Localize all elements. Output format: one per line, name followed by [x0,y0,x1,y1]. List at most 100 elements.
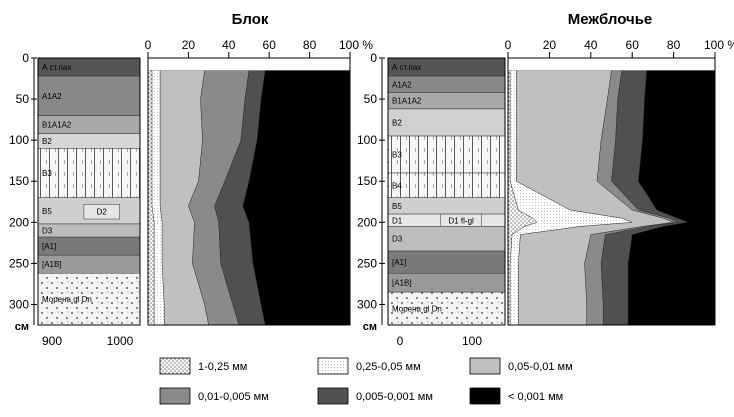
percent-tick-label: 60 [626,38,640,52]
depth-axis: 0 50 100 150 200 250 300 см [9,51,37,333]
depth-tick-label: 100 [357,133,377,147]
percent-tick-label: 20 [182,38,196,52]
grain-top-blank [148,58,350,71]
legend-label: < 0,001 мм [508,391,563,403]
horizon-label: А ст.пах [42,63,71,72]
depth-tick-label: 150 [357,174,377,188]
legend-swatch [469,387,501,405]
horizon-label: B5 [392,202,402,211]
depth-tick-label: 100 [9,133,29,147]
horizon-label: [A1B] [392,279,412,288]
percent-tick-label: 100 % [339,38,373,52]
horizon-layer [83,203,120,220]
panel-1: Блок 0 20 40 60 80 100 % А ст.пах А1А2 B1А1А2 B2 B3… [9,11,373,348]
legend-item: 1-0,25 мм [159,357,247,375]
horizon-label: D3 [392,235,403,244]
profile-x-tick-label: 0 [397,334,404,348]
legend-item: 0,05-0,01 мм [469,357,573,375]
legend-swatch [159,357,191,375]
horizon-label: B1А1А2 [42,121,72,130]
horizon-label: B2 [392,118,402,127]
legend-swatch [317,357,349,375]
horizon-layer [387,197,506,215]
horizon-label: D3 [42,227,53,236]
percent-tick-label: 80 [667,38,681,52]
soil-profile: А ст.пах А1А2 B1А1А2 B2 B3 B5 D2 D3 [A1] [A1B] Мор… [37,57,141,326]
horizon-label: D1 [392,216,403,225]
profile-x-tick-label: 900 [42,334,62,348]
depth-unit-label: см [15,321,29,333]
percent-tick-label: 0 [145,38,152,52]
depth-tick-label: 300 [357,297,377,311]
horizon-layer [37,75,141,116]
profile-frame [387,57,506,326]
legend-swatch [469,357,501,375]
profile-frame [37,57,141,326]
depth-tick-label: 200 [9,215,29,229]
grain-size-bands [147,70,351,326]
depth-tick-label: 50 [16,92,30,106]
horizon-layer [387,135,506,174]
percent-tick-label: 0 [505,38,512,52]
horizon-layer [37,272,141,326]
percent-tick-label: 20 [543,38,557,52]
depth-tick-label: 50 [364,92,378,106]
grain-frame [507,57,716,326]
panel-2: Межблочье 0 20 40 60 80 100 % А ст.пах А1А2 B1А1А… [357,11,734,348]
horizon-label: [A1] [42,242,56,251]
legend-item: < 0,001 мм [469,387,563,405]
depth-tick-label: 300 [9,297,29,311]
depth-unit-label: см [363,321,377,333]
soil-profile: А ст.пах А1А2 B1А1А2 B2 B3 B4 B5 D1 D1 fl-gl D3 [A… [387,57,506,326]
horizon-layer [37,133,141,149]
horizon-label: D1 fl-gl [448,216,474,225]
depth-tick-label: 150 [9,174,29,188]
depth-tick-label: 0 [370,51,377,65]
horizon-label: [A1B] [42,260,62,269]
legend-item: 0,01-0,005 мм [159,387,269,405]
horizon-label: [A1] [392,258,406,267]
horizon-label: D2 [97,208,108,217]
profile-x-tick-label: 1000 [107,334,134,348]
percent-tick-label: 40 [222,38,236,52]
panel-title: Межблочье [568,11,653,28]
horizon-label: B2 [42,137,52,146]
horizon-label: А1А2 [392,80,412,89]
legend-item: 0,25-0,05 мм [317,357,421,375]
depth-tick-label: 250 [9,256,29,270]
horizon-label: B3 [42,169,52,178]
percent-tick-label: 100 % [704,38,734,52]
legend-label: 1-0,25 мм [198,361,247,373]
horizon-label: Морена gl Dn [42,295,92,304]
horizon-label: Морена gl Dn [392,305,442,314]
horizon-layer [37,223,141,238]
depth-tick-label: 250 [357,256,377,270]
horizon-layer [387,172,506,198]
depth-tick-label: 200 [357,215,377,229]
horizon-label: А ст.пах [392,63,421,72]
legend-label: 0,005-0,001 мм [356,391,433,403]
legend-label: 0,01-0,005 мм [198,391,269,403]
legend-swatch [317,387,349,405]
grain-size-bands [507,70,716,326]
horizon-label: B1А1А2 [392,97,422,106]
horizon-label: B5 [42,207,52,216]
profile-x-tick-label: 100 [462,334,482,348]
legend-swatch [159,387,191,405]
depth-axis: 0 50 100 150 200 250 300 см [357,51,385,333]
legend-item: 0,005-0,001 мм [317,387,433,405]
percent-tick-label: 60 [263,38,277,52]
legend-label: 0,05-0,01 мм [508,361,573,373]
horizon-layer [387,108,506,137]
horizon-layer [37,148,141,198]
depth-tick-label: 0 [22,51,29,65]
horizon-label: B4 [392,181,402,190]
panel-title: Блок [232,11,269,28]
horizon-label: B3 [392,151,402,160]
horizon-layer [387,226,506,252]
horizon-label: А1А2 [42,92,62,101]
grain-top-blank [508,58,715,71]
legend-label: 0,25-0,05 мм [356,361,421,373]
